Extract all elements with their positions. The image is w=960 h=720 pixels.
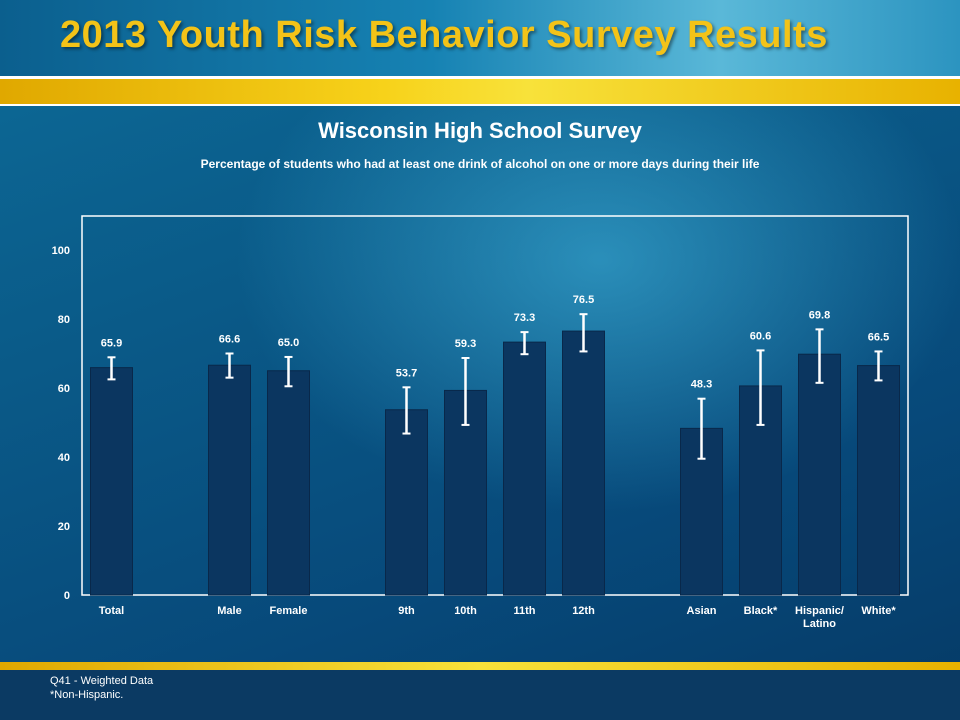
chart-subtitle: Percentage of students who had at least … — [200, 157, 760, 171]
page-title: 2013 Youth Risk Behavior Survey Results — [60, 14, 828, 56]
footer-band — [0, 670, 960, 720]
y-tick-label-40: 40 — [58, 452, 70, 464]
category-label-0: Total — [99, 605, 124, 617]
category-label-5: 11th — [513, 605, 535, 617]
category-label-3: 9th — [398, 605, 415, 617]
value-label-6: 76.5 — [573, 294, 594, 306]
category-label-2: Female — [270, 605, 308, 617]
category-label-10: White* — [861, 605, 896, 617]
header-band — [0, 0, 960, 76]
category-label-6: 12th — [572, 605, 595, 617]
y-tick-label-0: 0 — [64, 590, 70, 602]
bar-10 — [857, 365, 900, 596]
category-label-7: Asian — [687, 605, 717, 617]
y-tick-label-60: 60 — [58, 383, 70, 395]
value-label-3: 53.7 — [396, 367, 417, 379]
bar-5 — [503, 341, 546, 596]
value-label-7: 48.3 — [691, 379, 712, 391]
footnote-weighted-data: Q41 - Weighted Data — [50, 675, 154, 687]
category-label-9: Hispanic/Latino — [795, 605, 844, 630]
bar-6 — [562, 330, 605, 596]
header-divider-bottom — [0, 104, 960, 106]
plot-frame — [81, 215, 909, 596]
y-tick-label-20: 20 — [58, 521, 70, 533]
value-label-9: 69.8 — [809, 309, 830, 321]
value-label-1: 66.6 — [219, 334, 240, 346]
value-label-2: 65.0 — [278, 337, 299, 349]
bar-0 — [90, 367, 133, 596]
bar-9 — [798, 353, 841, 596]
value-label-5: 73.3 — [514, 312, 535, 324]
value-label-8: 60.6 — [750, 330, 771, 342]
category-label-4: 10th — [454, 605, 477, 617]
header-divider-top — [0, 76, 960, 79]
bar-1 — [208, 364, 251, 596]
bar-2 — [267, 370, 310, 596]
header-accent-bar — [0, 79, 960, 104]
chart-title: Wisconsin High School Survey — [318, 118, 642, 143]
value-label-0: 65.9 — [101, 337, 122, 349]
bar-3 — [385, 409, 428, 596]
category-label-8: Black* — [744, 605, 778, 617]
category-label-1: Male — [217, 605, 241, 617]
y-tick-label-80: 80 — [58, 314, 70, 326]
bar-chart: 0 20 40 60 80 100 65.9 Total 66.6 Male 65.0 Female 5… — [52, 215, 909, 630]
value-label-10: 66.5 — [868, 331, 889, 343]
footnote-non-hispanic: *Non-Hispanic. — [50, 689, 124, 701]
footer-accent-bar — [0, 662, 960, 670]
value-label-4: 59.3 — [455, 338, 476, 350]
y-tick-label-100: 100 — [52, 245, 70, 257]
